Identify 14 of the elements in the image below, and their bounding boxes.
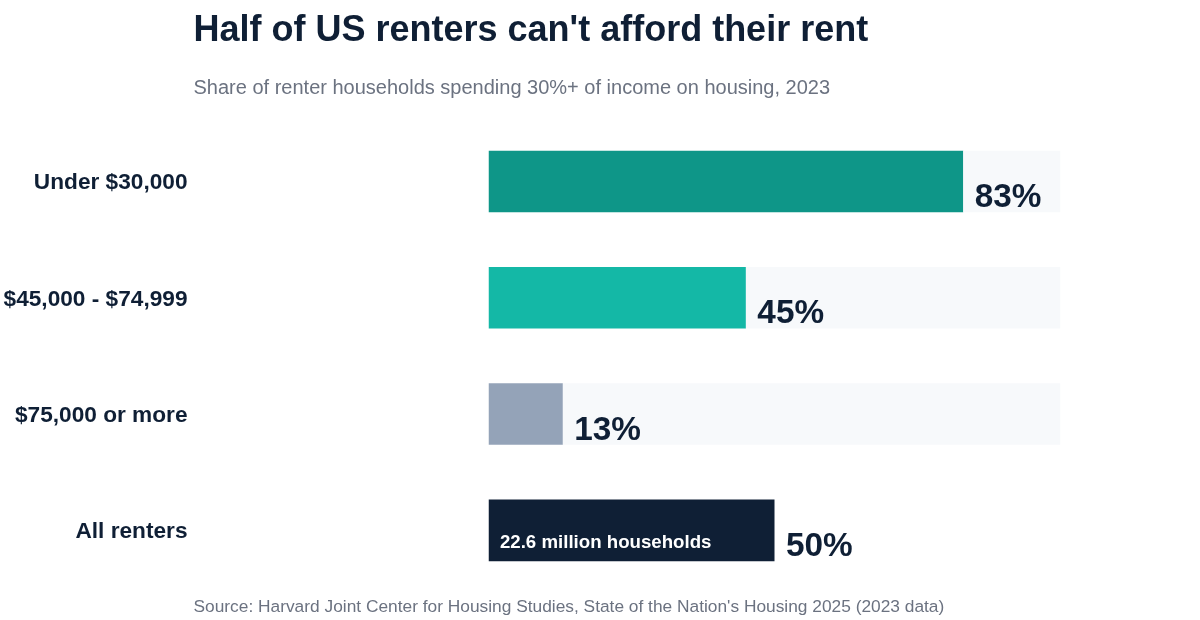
data-label: 50% xyxy=(785,525,853,563)
chart-subtitle: Share of renter households spending 30%+ of income on housing, 2023 xyxy=(193,75,831,98)
source-note: Source: Harvard Joint Center for Housing Studies, State of the Nation's Housing 2025 (2023 data) xyxy=(193,595,945,616)
bar xyxy=(488,383,563,445)
y-tick-label: $45,000 - $74,999 xyxy=(3,284,188,311)
annotation: 22.6 million households xyxy=(499,531,712,553)
y-tick-label: Under $30,000 xyxy=(33,168,188,195)
data-label: 13% xyxy=(574,409,642,447)
chart-title: Half of US renters can't afford their rent xyxy=(193,7,869,49)
y-tick-label: $75,000 or more xyxy=(14,401,188,428)
data-label: 83% xyxy=(974,176,1042,214)
data-label: 45% xyxy=(757,293,825,331)
y-tick-label: All renters xyxy=(75,517,188,544)
bar xyxy=(488,499,775,562)
